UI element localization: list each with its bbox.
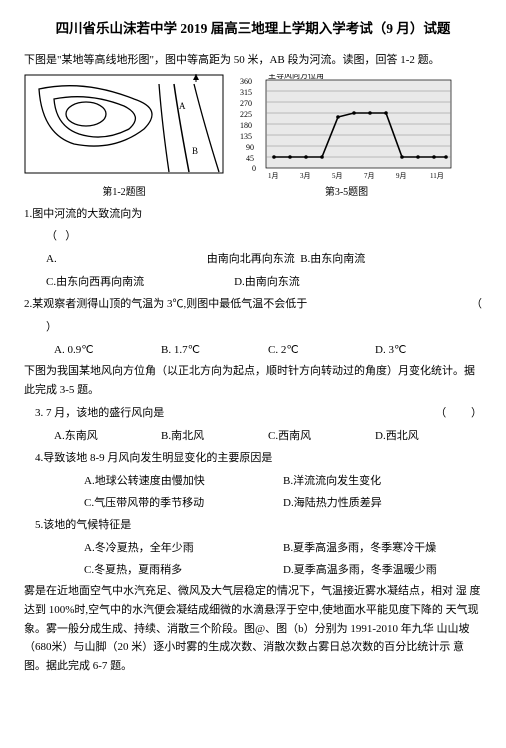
q4-opts2: C.气压带风带的季节移动 D.海陆热力性质差异 (84, 494, 482, 513)
q3-b: B.南北风 (161, 427, 268, 446)
q5-b: B.夏季高温多雨，冬季寒冷干燥 (283, 539, 482, 558)
q4-stem: 4.导致该地 8-9 月风向发生明显变化的主要原因是 (24, 449, 482, 468)
svg-text:1月: 1月 (268, 172, 279, 180)
fig-chart: 360 315 270 225 180 135 90 45 0 1月 3月 5月 7月 9月 11… (234, 74, 459, 201)
caption-35: 第3-5题图 (234, 184, 459, 201)
q1-d: D.由南向东流 (234, 276, 300, 288)
q1-a: 由南向北再向东流 (207, 253, 295, 265)
q3-a: A.东南风 (54, 427, 161, 446)
q2-a: A. 0.9℃ (54, 341, 161, 360)
q2-stem: 2.某观察者测得山顶的气温为 3℃,则图中最低气温不会低于（ (24, 295, 482, 314)
q4-c: C.气压带风带的季节移动 (84, 494, 283, 513)
intro-q35: 下图为我国某地风向方位角（以正北方向为起点，顺时针方向转动过的角度）月变化统计。… (24, 362, 482, 399)
svg-text:135: 135 (240, 132, 252, 141)
q2-opts: A. 0.9℃ B. 1.7℃ C. 2℃ D. 3℃ (54, 341, 482, 360)
intro-q67: 雾是在近地面空气中水汽充足、微风及大气层稳定的情况下，气温接近雾水凝结点，相对 … (24, 582, 482, 675)
svg-text:A: A (179, 101, 186, 111)
caption-12: 第1-2题图 (24, 184, 224, 201)
q1-a-row: A.由南向北再向东流 B.由东向南流 (24, 250, 482, 269)
svg-text:11月: 11月 (430, 172, 444, 180)
q1-c: C.由东向西再向南流 (46, 276, 144, 288)
svg-text:9月: 9月 (396, 172, 407, 180)
q2-d: D. 3℃ (375, 341, 482, 360)
q1-b: B.由东向南流 (300, 253, 365, 265)
q2-b: B. 1.7℃ (161, 341, 268, 360)
q5-d: D.夏季高温多雨，冬季温暖少雨 (283, 561, 482, 580)
svg-text:180: 180 (240, 121, 252, 130)
q2-c: C. 2℃ (268, 341, 375, 360)
svg-text:270: 270 (240, 99, 252, 108)
q4-opts1: A.地球公转速度由慢加快 B.洋流流向发生变化 (84, 472, 482, 491)
svg-text:0: 0 (252, 164, 256, 173)
figure-row: A B 第1-2题图 360 315 270 225 180 135 90 45 0 1… (24, 74, 482, 201)
q3-c: C.西南风 (268, 427, 375, 446)
q4-b: B.洋流流向发生变化 (283, 472, 482, 491)
svg-text:360: 360 (240, 77, 252, 86)
intro-q12: 下图是"某地等高线地形图"，图中等高距为 50 米，AB 段为河流。读图，回答 … (24, 51, 482, 70)
page-title: 四川省乐山沫若中学 2019 届高三地理上学期入学考试（9 月）试题 (24, 18, 482, 41)
q1-paren: （ ） (24, 227, 482, 246)
svg-text:5月: 5月 (332, 172, 343, 180)
svg-text:45: 45 (246, 154, 254, 163)
q5-a: A.冬冷夏热，全年少雨 (84, 539, 283, 558)
q4-a: A.地球公转速度由慢加快 (84, 472, 283, 491)
q1-cd: C.由东向西再向南流 D.由南向东流 (24, 273, 482, 292)
q5-opts1: A.冬冷夏热，全年少雨 B.夏季高温多雨，冬季寒冷干燥 (84, 539, 482, 558)
q2-paren: ） (24, 318, 482, 337)
q3-d: D.西北风 (375, 427, 482, 446)
q5-opts2: C.冬夏热，夏雨稍多 D.夏季高温多雨，冬季温暖少雨 (84, 561, 482, 580)
svg-text:7月: 7月 (364, 172, 375, 180)
q5-stem: 5.该地的气候特征是 (24, 516, 482, 535)
q1-stem: 1.图中河流的大致流向为 (24, 205, 482, 224)
q3-opts: A.东南风 B.南北风 C.西南风 D.西北风 (54, 427, 482, 446)
q4-d: D.海陆热力性质差异 (283, 494, 482, 513)
svg-text:90: 90 (246, 143, 254, 152)
svg-text:3月: 3月 (300, 172, 311, 180)
svg-text:主导风向方位角: 主导风向方位角 (268, 74, 324, 80)
q3-stem: 3. 7 月，该地的盛行风向是（ ） (24, 404, 482, 423)
svg-text:315: 315 (240, 88, 252, 97)
q5-c: C.冬夏热，夏雨稍多 (84, 561, 283, 580)
svg-text:225: 225 (240, 110, 252, 119)
fig-contour: A B 第1-2题图 (24, 74, 224, 201)
svg-text:B: B (192, 146, 198, 156)
